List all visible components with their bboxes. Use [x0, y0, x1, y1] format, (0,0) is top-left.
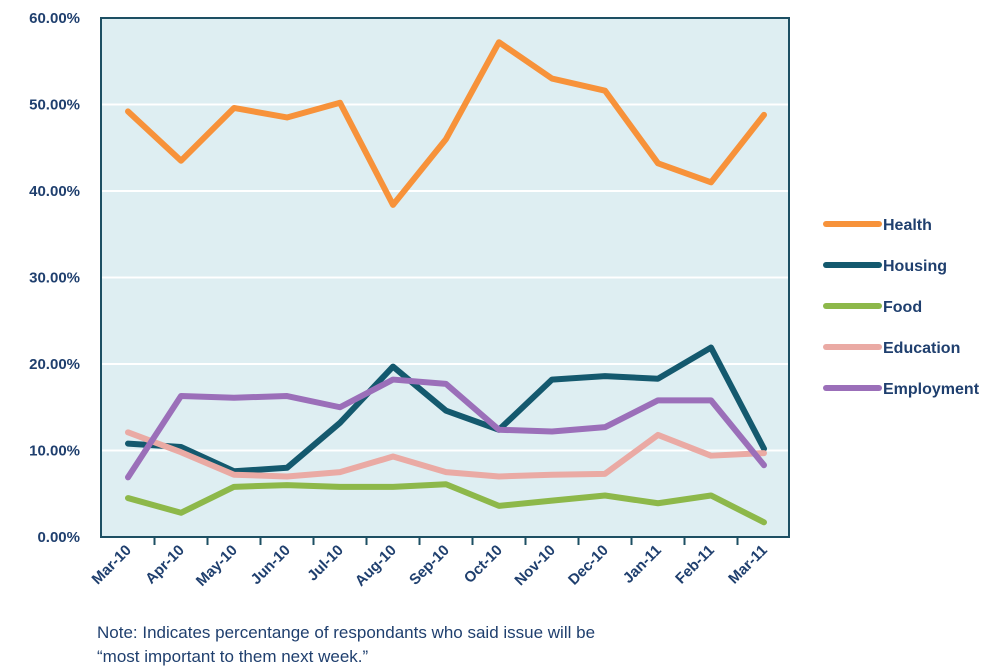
legend-label-food: Food — [883, 299, 922, 316]
x-tick-label: Sep-10 — [406, 542, 453, 589]
y-tick-label: 40.00% — [29, 183, 80, 200]
legend-label-housing: Housing — [883, 258, 947, 275]
note-line-2: “most important to them next week.” — [97, 647, 368, 666]
y-tick-label: 60.00% — [29, 10, 80, 27]
x-tick-label: Apr-10 — [142, 542, 188, 588]
x-tick-label: Mar-11 — [725, 542, 771, 588]
y-axis-ticks: 0.00% 10.00% 20.00% 30.00% 40.00% 50.00% 60.00… — [29, 10, 80, 546]
series-line-housing — [125, 344, 767, 475]
legend-label-education: Education — [883, 340, 960, 357]
y-tick-label: 10.00% — [29, 443, 80, 460]
x-axis-ticks: Mar-10 Apr-10 May-10 Jun-10 Jul-10 Aug-10 Sep-… — [89, 537, 771, 590]
x-tick-label: Mar-10 — [89, 542, 135, 588]
x-tick-label: Dec-10 — [565, 542, 612, 589]
y-tick-label: 0.00% — [37, 529, 80, 546]
series-line-health — [125, 39, 767, 208]
x-tick-label: Jun-10 — [248, 542, 294, 588]
x-tick-label: Nov-10 — [511, 542, 558, 589]
x-tick-label: May-10 — [193, 542, 241, 590]
note-line-1: Note: Indicates percentange of respondan… — [97, 623, 595, 642]
series-line-employment — [125, 376, 767, 481]
series-line-education — [125, 429, 767, 480]
x-tick-label: Jul-10 — [304, 542, 347, 585]
legend-label-health: Health — [883, 217, 932, 234]
x-tick-label: Jan-11 — [620, 542, 665, 587]
series-line-food — [125, 481, 767, 526]
legend-label-employment: Employment — [883, 381, 980, 398]
y-tick-label: 20.00% — [29, 356, 80, 373]
legend: Health Housing Food Education Employment — [823, 217, 980, 398]
x-tick-label: Aug-10 — [352, 542, 400, 590]
x-tick-label: Feb-11 — [672, 542, 718, 588]
y-tick-label: 50.00% — [29, 97, 80, 114]
x-tick-label: Oct-10 — [461, 542, 506, 587]
series-lines — [125, 39, 767, 526]
y-tick-label: 30.00% — [29, 270, 80, 287]
gridlines — [102, 103, 788, 452]
